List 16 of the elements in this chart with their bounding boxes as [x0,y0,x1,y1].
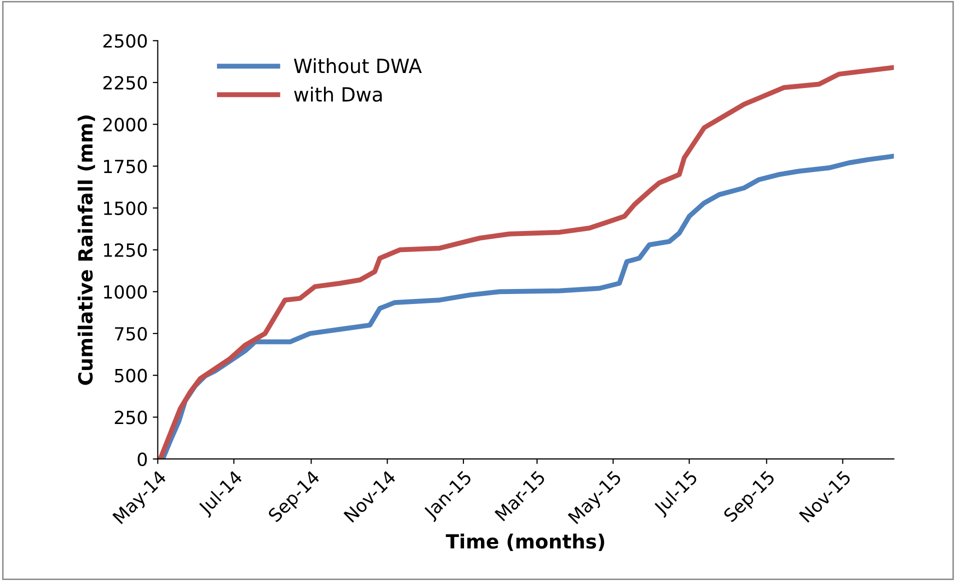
legend-label: Without DWA [294,58,422,74]
y-tick-label: 500 [114,368,147,382]
x-axis-title: Time (months) [446,534,604,551]
y-tick-label: 250 [114,410,147,424]
y-tick-label: 2500 [103,34,147,48]
y-axis-title: Cumilative Rainfall (mm) [78,116,96,385]
y-tick-label: 1750 [104,160,147,174]
y-tick-label: 1000 [104,285,147,299]
y-tick-label: 1250 [104,243,147,257]
y-tick-label: 0 [138,452,147,466]
line-series [160,154,894,459]
y-tick-label: 2250 [103,76,147,90]
y-tick-label: 1500 [104,201,147,216]
y-tick-label: 750 [115,326,147,341]
y-tick-label: 2000 [103,118,147,132]
legend-label: with Dwa [294,86,382,102]
